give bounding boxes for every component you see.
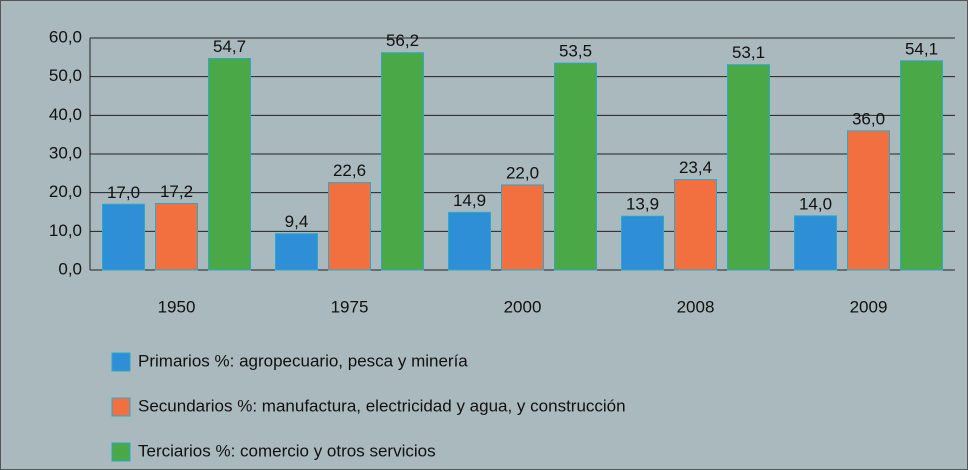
value-label: 54,7 xyxy=(213,37,246,56)
bar xyxy=(275,233,318,271)
value-label: 17,0 xyxy=(107,183,140,202)
x-tick-label: 2000 xyxy=(504,297,542,316)
value-label: 23,4 xyxy=(679,158,712,177)
bar xyxy=(155,202,198,271)
y-tick-label: 0,0 xyxy=(58,259,82,278)
value-label: 22,0 xyxy=(506,163,539,182)
value-label: 54,1 xyxy=(905,39,938,58)
x-tick-label: 2009 xyxy=(850,297,888,316)
legend-swatch xyxy=(111,442,131,462)
bar xyxy=(727,64,770,271)
x-tick-label: 2008 xyxy=(677,297,715,316)
bar xyxy=(794,215,837,271)
value-label: 9,4 xyxy=(285,212,309,231)
y-tick-label: 60,0 xyxy=(49,27,82,46)
y-tick-label: 40,0 xyxy=(49,105,82,124)
y-tick-label: 20,0 xyxy=(49,182,82,201)
value-label: 53,1 xyxy=(732,43,765,62)
legend-label: Primarios %: agropecuario, pesca y miner… xyxy=(138,351,468,370)
value-label: 53,5 xyxy=(559,42,592,61)
value-label: 14,9 xyxy=(453,191,486,210)
legend-swatch xyxy=(111,397,131,417)
y-tick-label: 50,0 xyxy=(49,66,82,85)
y-tick-label: 10,0 xyxy=(49,221,82,240)
bar xyxy=(381,52,424,271)
bar xyxy=(328,182,371,271)
bar xyxy=(674,179,717,271)
value-label: 13,9 xyxy=(626,195,659,214)
value-label: 22,6 xyxy=(333,161,366,180)
legend-swatch xyxy=(111,352,131,372)
bar xyxy=(208,57,251,271)
value-label: 14,0 xyxy=(799,194,832,213)
bar xyxy=(554,62,597,271)
value-label: 17,2 xyxy=(160,182,193,201)
bar xyxy=(847,130,890,271)
x-tick-label: 1975 xyxy=(331,297,369,316)
bar xyxy=(621,215,664,271)
bar xyxy=(900,60,943,271)
value-label: 56,2 xyxy=(386,31,419,50)
bar xyxy=(501,184,544,271)
bar xyxy=(448,211,491,271)
bar xyxy=(102,203,145,271)
legend-label: Terciarios %: comercio y otros servicios xyxy=(138,441,436,460)
y-tick-label: 30,0 xyxy=(49,143,82,162)
legend-label: Secundarios %: manufactura, electricidad… xyxy=(138,396,626,415)
value-label: 36,0 xyxy=(852,109,885,128)
x-tick-label: 1950 xyxy=(158,297,196,316)
